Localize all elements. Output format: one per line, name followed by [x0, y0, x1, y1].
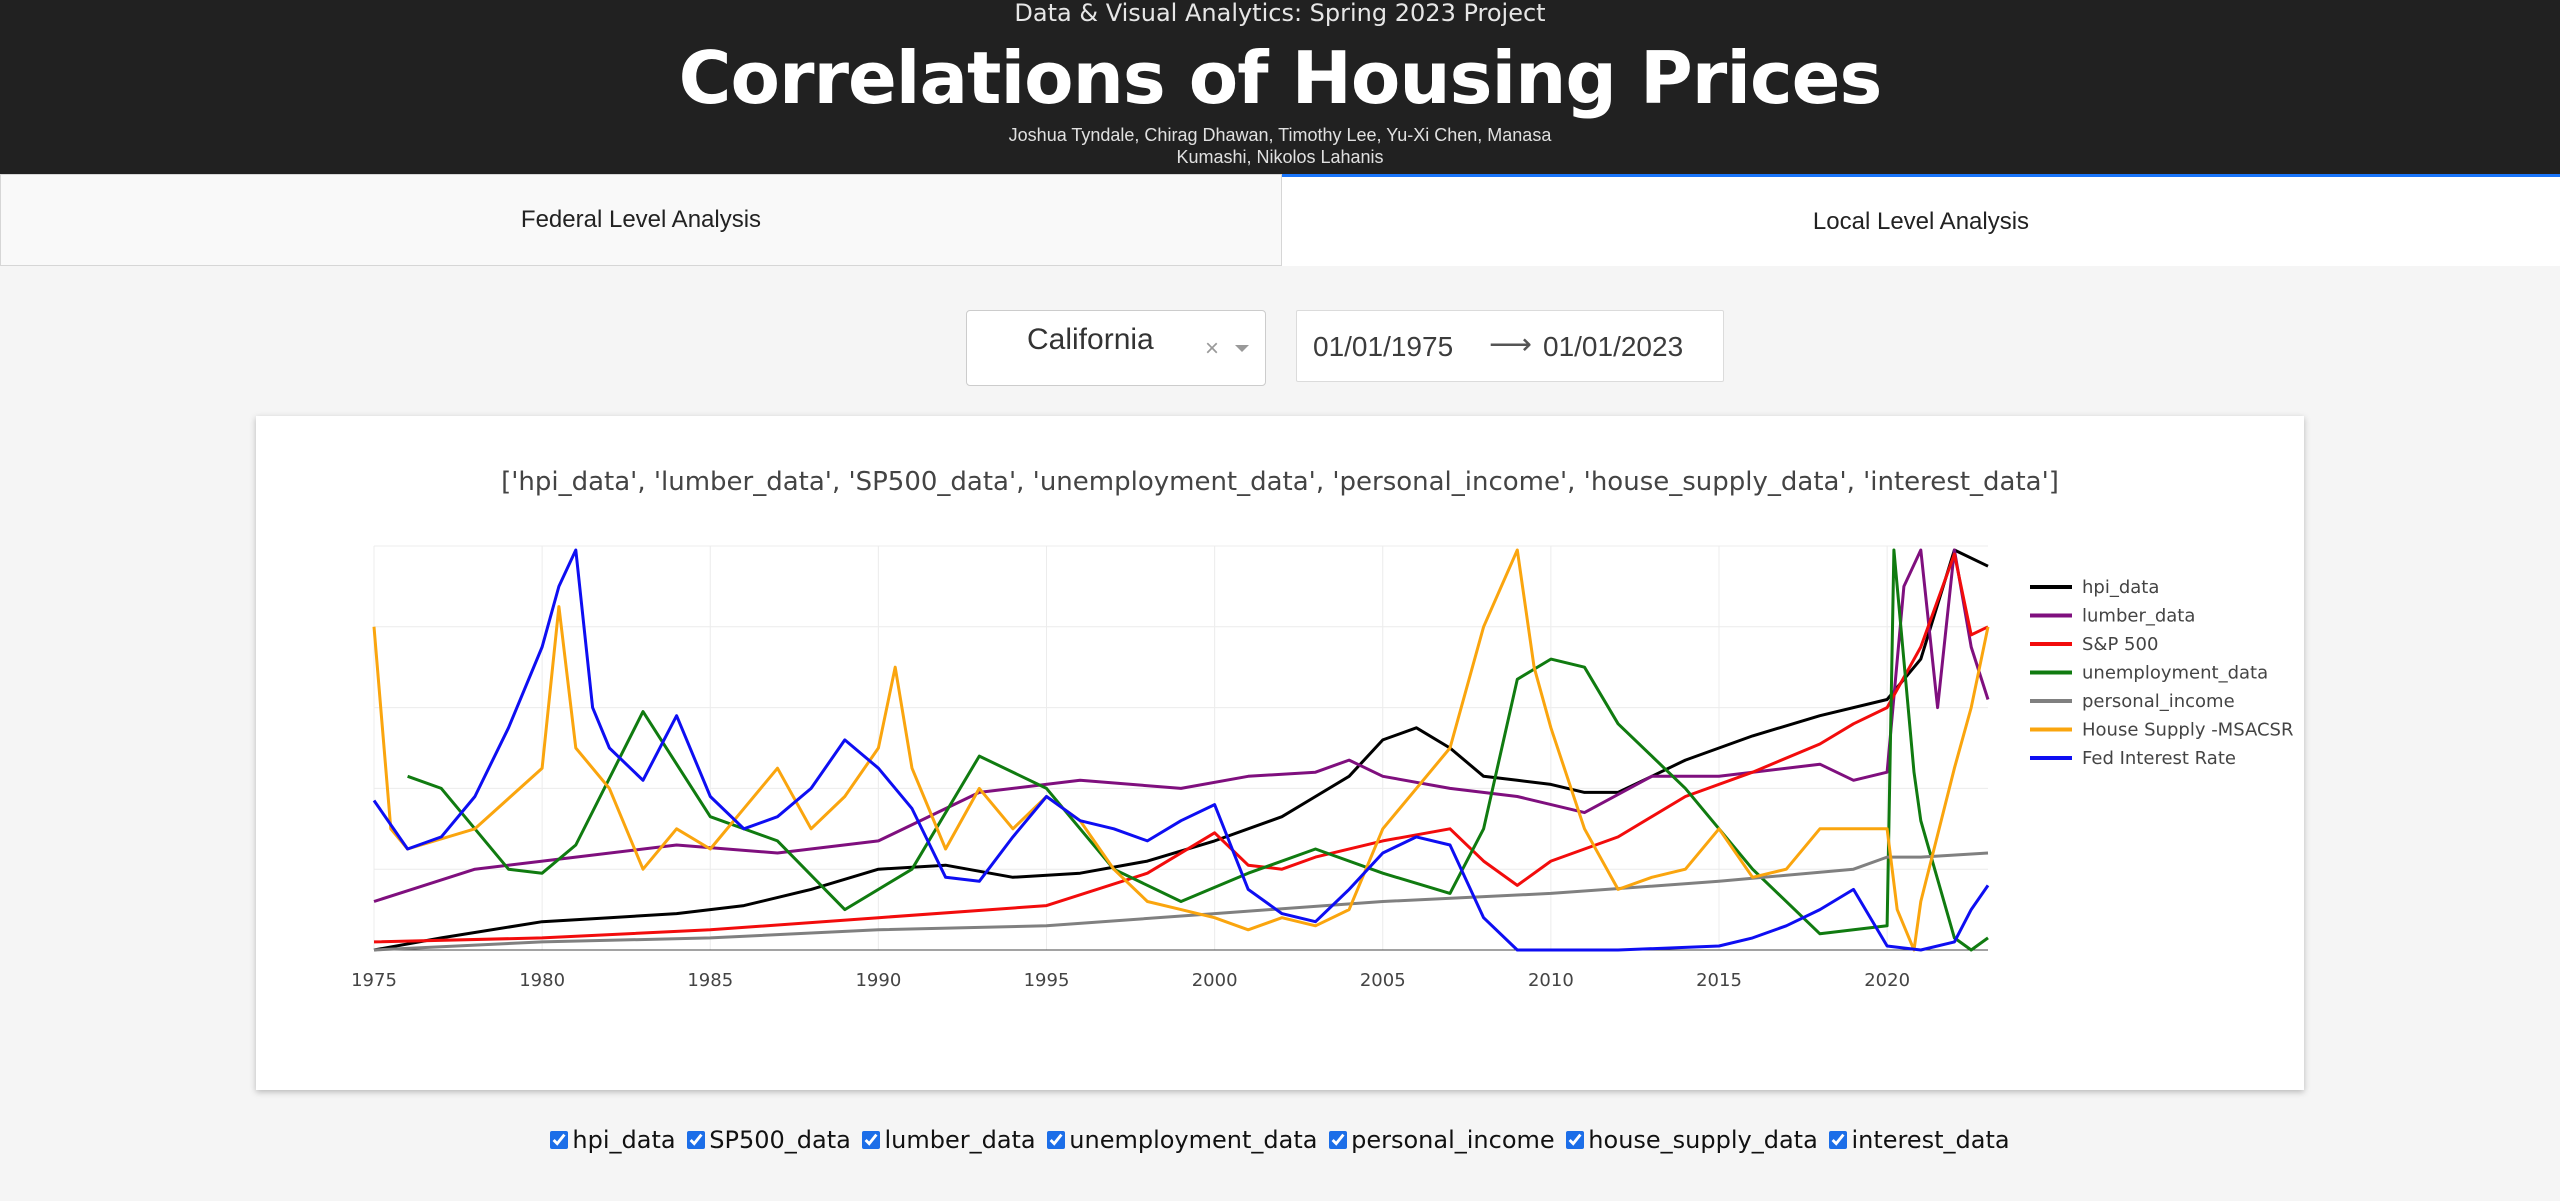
- x-tick-label: 1980: [519, 970, 565, 991]
- checkbox-label: house_supply_data: [1588, 1126, 1818, 1154]
- checkbox-sp500-data[interactable]: SP500_data: [687, 1126, 851, 1154]
- line-chart[interactable]: ['hpi_data', 'lumber_data', 'SP500_data'…: [256, 416, 2304, 1090]
- x-tick-label: 2015: [1696, 970, 1742, 991]
- checkbox-interest-data[interactable]: interest_data: [1829, 1126, 2010, 1154]
- checkbox-input[interactable]: [1566, 1131, 1585, 1149]
- checkbox-label: SP500_data: [709, 1126, 851, 1154]
- checkbox-unemployment-data[interactable]: unemployment_data: [1047, 1126, 1317, 1154]
- chart-title: ['hpi_data', 'lumber_data', 'SP500_data'…: [501, 467, 2059, 497]
- state-dropdown[interactable]: California ×: [966, 310, 1266, 386]
- arrow-right-icon: ⟶: [1489, 328, 1533, 361]
- checkbox-input[interactable]: [550, 1131, 569, 1149]
- tab-local-level-analysis[interactable]: Local Level Analysis: [1282, 174, 2560, 266]
- checkbox-input[interactable]: [1829, 1131, 1848, 1149]
- checkbox-personal-income[interactable]: personal_income: [1329, 1126, 1555, 1154]
- tab-bar: Federal Level Analysis Local Level Analy…: [0, 174, 2560, 266]
- checkbox-input[interactable]: [1329, 1131, 1348, 1149]
- series-line-s-p-500: [373, 552, 1989, 944]
- x-tick-label: 2000: [1192, 970, 1238, 991]
- legend-label: personal_income: [2082, 691, 2235, 712]
- series-line-house-supply-msacsr: [372, 548, 1990, 952]
- legend-label: Fed Interest Rate: [2082, 748, 2236, 769]
- checkbox-label: interest_data: [1851, 1126, 2010, 1154]
- x-tick-label: 2010: [1528, 970, 1574, 991]
- checkbox-input[interactable]: [687, 1131, 706, 1149]
- checkbox-label: hpi_data: [572, 1126, 676, 1154]
- legend-label: House Supply -MSACSR: [2082, 720, 2293, 741]
- x-tick-label: 1990: [855, 970, 901, 991]
- checkbox-hpi-data[interactable]: hpi_data: [550, 1126, 676, 1154]
- series-line-lumber-data: [373, 548, 1990, 903]
- chart-card: ['hpi_data', 'lumber_data', 'SP500_data'…: [256, 416, 2304, 1090]
- checkbox-label: lumber_data: [884, 1126, 1036, 1154]
- checkbox-label: unemployment_data: [1069, 1126, 1318, 1154]
- legend-label: lumber_data: [2082, 606, 2195, 627]
- state-dropdown-value: California: [1027, 323, 1154, 356]
- x-tick-label: 1995: [1024, 970, 1070, 991]
- start-date-input[interactable]: 01/01/1975: [1313, 331, 1454, 362]
- checkbox-lumber-data[interactable]: lumber_data: [862, 1126, 1036, 1154]
- x-tick-label: 1985: [687, 970, 733, 991]
- clear-icon[interactable]: ×: [1205, 335, 1220, 362]
- tab-federal-level-analysis[interactable]: Federal Level Analysis: [0, 174, 1282, 266]
- legend-label: hpi_data: [2082, 577, 2159, 598]
- project-subtitle: Data & Visual Analytics: Spring 2023 Pro…: [1014, 0, 1546, 27]
- chart-grid: [373, 545, 1988, 951]
- page-title: Correlations of Housing Prices: [678, 36, 1883, 120]
- series-line-hpi-data: [373, 548, 1989, 952]
- x-tick-label: 1975: [351, 970, 397, 991]
- page-header: Data & Visual Analytics: Spring 2023 Pro…: [0, 0, 2560, 174]
- checkbox-input[interactable]: [1047, 1131, 1066, 1149]
- series-line-fed-interest-rate: [372, 548, 1990, 952]
- x-tick-label: 2005: [1360, 970, 1406, 991]
- date-range-picker: 01/01/1975 ⟶ 01/01/2023: [1296, 310, 1724, 382]
- end-date-input[interactable]: 01/01/2023: [1543, 331, 1684, 362]
- legend-label: S&P 500: [2082, 634, 2158, 655]
- legend-label: unemployment_data: [2082, 663, 2268, 684]
- checkbox-input[interactable]: [862, 1131, 881, 1149]
- x-axis-ticks: 1975 1980 1985 1990 1995 2000 2005 2010 2015 2020: [351, 970, 1910, 991]
- x-tick-label: 2020: [1864, 970, 1910, 991]
- checkbox-label: personal_income: [1351, 1126, 1555, 1154]
- series-line-unemployment-data: [407, 548, 1989, 952]
- chart-legend: hpi_data lumber_data S&P 500 unemployment_d…: [2030, 577, 2293, 769]
- chart-lines: [372, 548, 1990, 952]
- series-line-personal-income: [373, 851, 1989, 952]
- authors-list: Joshua Tyndale, Chirag Dhawan, Timothy L…: [1008, 125, 1552, 167]
- chevron-down-icon[interactable]: [1235, 345, 1249, 352]
- series-checklist: hpi_data SP500_data lumber_data unemploy…: [0, 1126, 2560, 1154]
- checkbox-house-supply-data[interactable]: house_supply_data: [1566, 1126, 1818, 1154]
